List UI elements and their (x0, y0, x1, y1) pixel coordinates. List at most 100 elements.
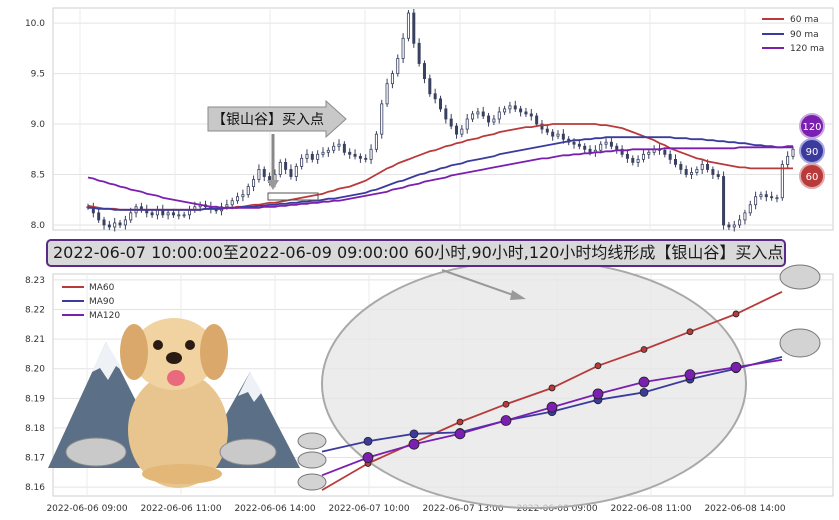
dog-ear-right (200, 324, 228, 380)
bottom-x-tick: 2022-06-08 09:00 (516, 504, 597, 514)
candle (364, 157, 368, 160)
candle (545, 128, 549, 133)
candle (519, 108, 523, 113)
candle (166, 212, 170, 216)
candle (791, 148, 795, 157)
candle (679, 164, 683, 170)
bottom-x-tick: 2022-06-07 10:00 (328, 504, 409, 514)
candle (551, 131, 555, 137)
candle (641, 153, 645, 160)
bottom-y-tick: 8.20 (25, 365, 45, 375)
candle (171, 212, 175, 216)
legend-ma90: MA90 (89, 297, 115, 307)
candle (278, 161, 282, 175)
candle (754, 196, 758, 206)
mascot-illustration (48, 318, 300, 488)
candle (123, 219, 127, 226)
bottom-point-ma120 (500, 415, 512, 426)
candle (444, 108, 448, 120)
ma-badges: 120 90 60 (799, 113, 825, 189)
top-y-tick: 9.0 (31, 120, 46, 130)
top-plot-area (52, 7, 834, 231)
bottom-y-tick: 8.22 (25, 306, 45, 316)
top-y-tick: 9.5 (31, 70, 45, 80)
candle (182, 214, 186, 217)
candle (465, 118, 469, 130)
top-legend: 60 ma 90 ma 120 ma (762, 15, 824, 54)
decorative-ingots (297, 264, 821, 491)
candle (492, 118, 496, 123)
legend-ma60: MA60 (89, 283, 115, 293)
legend-90ma: 90 ma (790, 30, 819, 40)
legend-ma120: MA120 (89, 311, 120, 321)
candle (102, 219, 106, 226)
candle (508, 105, 512, 110)
bottom-point-ma60 (594, 362, 602, 370)
bottom-point-ma120 (362, 452, 374, 463)
bottom-y-tick: 8.21 (25, 335, 45, 345)
candle (540, 123, 544, 130)
dog-body (128, 372, 228, 488)
callout-label: 【银山谷】买入点 (212, 112, 324, 128)
badge-60 (799, 163, 825, 189)
candle (422, 63, 426, 80)
candle (529, 113, 533, 117)
candle (257, 169, 261, 180)
bottom-legend: MA60 MA90 MA120 (62, 283, 120, 321)
candle (369, 148, 373, 160)
bottom-x-tick: 2022-06-06 09:00 (46, 504, 127, 514)
banner-pointer-head (510, 290, 526, 300)
candle (476, 111, 480, 115)
dog-tongue (167, 370, 185, 386)
candle (668, 153, 672, 160)
candle (556, 133, 560, 137)
candle (348, 151, 352, 155)
ingot-left (65, 437, 127, 467)
candle (471, 113, 475, 120)
candle (310, 153, 314, 160)
candle (780, 164, 784, 199)
candle (631, 157, 635, 163)
candle (722, 176, 726, 226)
candle (711, 169, 715, 175)
candle (503, 108, 507, 113)
candle (577, 143, 581, 147)
candle (716, 174, 720, 177)
bottom-y-tick: 8.23 (25, 276, 45, 286)
candle (700, 164, 704, 170)
bottom-point-ma60 (640, 346, 648, 353)
badge-90-label: 90 (806, 147, 819, 158)
bottom-x-tick: 2022-06-08 14:00 (704, 504, 785, 514)
top-moving-averages (87, 123, 793, 211)
candle (599, 143, 603, 151)
candle (230, 200, 234, 206)
candle (300, 157, 304, 167)
candle (305, 153, 309, 159)
top-y-tick: 8.0 (31, 221, 46, 231)
candle (428, 78, 432, 95)
candle (417, 42, 421, 64)
bottom-x-tick: 2022-06-06 11:00 (140, 504, 221, 514)
candle (289, 169, 293, 177)
candle (572, 141, 576, 145)
buy-zone-box (267, 192, 319, 201)
candle (262, 169, 266, 177)
bottom-y-tick: 8.19 (25, 394, 45, 404)
candle (113, 222, 117, 228)
bottom-point-ma60 (732, 310, 740, 318)
candle (353, 153, 357, 157)
callout-arrow-shape (207, 99, 347, 139)
top-y-tick: 10.0 (25, 19, 45, 29)
top-y-axis: 8.0 8.5 9.0 9.5 10.0 (25, 19, 45, 231)
candle (487, 115, 491, 123)
candle (316, 153, 320, 160)
candle (150, 212, 154, 216)
candle (284, 161, 288, 170)
legend-60ma: 60 ma (790, 15, 819, 25)
candle (615, 145, 619, 150)
candle (129, 212, 133, 221)
candle (332, 145, 336, 151)
candle (583, 145, 587, 150)
candle (727, 224, 731, 228)
